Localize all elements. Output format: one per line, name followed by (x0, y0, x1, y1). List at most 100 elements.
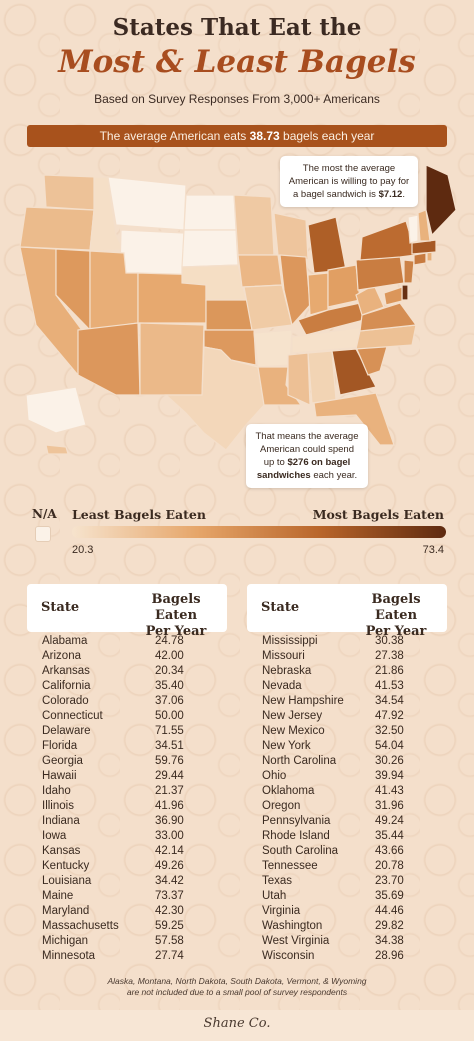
table-row: Maine 73.37 (27, 889, 227, 904)
state-name: Michigan (42, 935, 89, 947)
callout-max-price-value: $7.12 (378, 189, 403, 200)
state-name: Idaho (42, 785, 71, 797)
table-row: Oklahoma 41.43 (247, 784, 447, 799)
table-row: Virginia 44.46 (247, 904, 447, 919)
banner-suffix: bagels each year (279, 129, 375, 143)
state-hawaii (45, 444, 69, 455)
state-montana (107, 176, 187, 231)
table-row: Washington 29.82 (247, 919, 447, 934)
table-row: Indiana 36.90 (27, 814, 227, 829)
table-row: New Jersey 47.92 (247, 709, 447, 724)
legend-high-label: Most Bagels Eaten (312, 507, 444, 522)
bagels-value: 50.00 (155, 710, 184, 722)
bagels-value: 71.55 (155, 725, 184, 737)
bagels-value: 43.66 (375, 845, 404, 857)
bagels-value: 35.69 (375, 890, 404, 902)
bagels-value: 41.96 (155, 800, 184, 812)
state-new-jersey (403, 259, 415, 284)
bagels-value: 35.40 (155, 680, 184, 692)
state-mississippi (287, 352, 311, 406)
state-name: Nevada (262, 680, 302, 692)
bagels-value: 23.70 (375, 875, 404, 887)
state-name: Florida (42, 740, 78, 752)
bagels-value: 34.42 (155, 875, 184, 887)
bagels-value: 32.50 (375, 725, 404, 737)
bagels-value: 29.44 (155, 770, 184, 782)
table-row: Georgia 59.76 (27, 754, 227, 769)
state-name: Louisiana (42, 875, 92, 887)
state-name: South Carolina (262, 845, 339, 857)
table-rows-right: Mississippi 30.38 Missouri 27.38 Nebraska 21.… (247, 632, 447, 964)
bagels-value: 34.54 (375, 695, 404, 707)
state-name: Rhode Island (262, 830, 330, 842)
banner-value: 38.73 (249, 129, 280, 143)
table-row: Iowa 33.00 (27, 829, 227, 844)
callout-yearly-spend-value: $276 on bagel sandwiches (256, 457, 351, 481)
table-row: Mississippi 30.38 (247, 634, 447, 649)
table-row: Minnesota 27.74 (27, 949, 227, 964)
state-alaska (25, 386, 87, 434)
bagels-value: 33.00 (155, 830, 184, 842)
subtitle: Based on Survey Responses From 3,000+ Am… (94, 92, 380, 106)
bagels-value: 41.53 (375, 680, 404, 692)
state-name: Texas (262, 875, 293, 887)
legend-min-value: 20.3 (72, 544, 94, 556)
bagels-value: 24.78 (155, 635, 184, 647)
average-banner: The average American eats 38.73 bagels e… (27, 125, 447, 147)
state-name: Oregon (262, 800, 301, 812)
state-rhode-island (426, 251, 433, 262)
state-name: Connecticut (42, 710, 103, 722)
table-row: New Mexico 32.50 (247, 724, 447, 739)
state-table-left: State Bagels Eaten Per Year Alabama 24.78 A… (27, 584, 227, 964)
legend-gradient-bar (72, 526, 446, 538)
table-header-right: State Bagels Eaten Per Year (247, 584, 447, 639)
bagels-value: 57.58 (155, 935, 184, 947)
state-illinois (279, 254, 311, 327)
bagels-value: 37.06 (155, 695, 184, 707)
bagels-value: 20.34 (155, 665, 184, 677)
bagels-value: 20.78 (375, 860, 404, 872)
state-alabama (307, 350, 337, 404)
state-south-dakota (181, 229, 239, 268)
state-name: Colorado (42, 695, 89, 707)
table-row: Utah 35.69 (247, 889, 447, 904)
state-name: North Carolina (262, 755, 337, 767)
bagels-value: 34.38 (375, 935, 404, 947)
table-row: North Carolina 30.26 (247, 754, 447, 769)
bagels-value: 49.24 (375, 815, 404, 827)
state-name: Minnesota (42, 950, 96, 962)
footer-bar (0, 1010, 474, 1041)
table-row: Louisiana 34.42 (27, 874, 227, 889)
state-delaware (401, 284, 409, 301)
state-name: Pennsylvania (262, 815, 331, 827)
state-name: Tennessee (262, 860, 318, 872)
state-name: Utah (262, 890, 287, 902)
table-row: Kentucky 49.26 (27, 859, 227, 874)
table-row: Florida 34.51 (27, 739, 227, 754)
bagels-value: 44.46 (375, 905, 404, 917)
bagels-value: 27.38 (375, 650, 404, 662)
state-name: Iowa (42, 830, 67, 842)
bagels-value: 39.94 (375, 770, 404, 782)
table-row: Arizona 42.00 (27, 649, 227, 664)
legend-na-label: N/A (32, 507, 57, 521)
bagels-value: 73.37 (155, 890, 184, 902)
table-row: Pennsylvania 49.24 (247, 814, 447, 829)
table-rows-left: Alabama 24.78 Arizona 42.00 Arkansas 20.34 Cal… (27, 632, 227, 964)
header-value: Bagels Eaten Per Year (145, 592, 207, 639)
state-name: Georgia (42, 755, 83, 767)
table-row: Colorado 37.06 (27, 694, 227, 709)
table-row: California 35.40 (27, 679, 227, 694)
state-georgia (331, 348, 377, 396)
title-line-2: Most & Least Bagels (58, 44, 416, 80)
state-virginia (359, 302, 418, 332)
table-row: Missouri 27.38 (247, 649, 447, 664)
state-name: New York (262, 740, 311, 752)
state-name: Illinois (42, 800, 74, 812)
state-name: Virginia (262, 905, 301, 917)
state-washington (43, 174, 97, 211)
table-row: Idaho 21.37 (27, 784, 227, 799)
state-name: California (42, 680, 91, 692)
bagels-value: 21.86 (375, 665, 404, 677)
state-maryland (383, 286, 403, 306)
